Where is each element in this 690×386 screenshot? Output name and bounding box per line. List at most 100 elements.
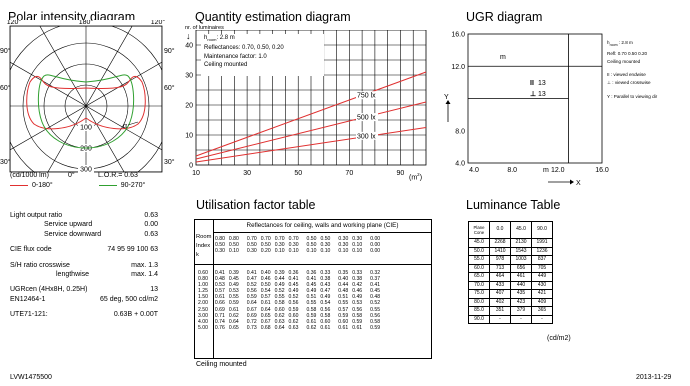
- uf-cell: 0.45: [228, 276, 239, 283]
- spec-sh-length-label: lengthwise: [56, 271, 90, 279]
- uf-cell: 0.46: [352, 288, 363, 295]
- uf-cell: 0.63: [274, 318, 285, 325]
- ugr-legend-endwise: II : viewed endwise: [607, 72, 646, 78]
- polar-unit: (cd/1000 lm): [10, 172, 49, 179]
- q-series-line-0: [195, 71, 427, 157]
- uf-cell: 0.48: [214, 276, 225, 283]
- uf-body: 0.60 0.41 0.39 0.41 0.40 0.39 0.36 0.36 0.33 0.35…: [196, 270, 382, 331]
- alpha-marker: α: [123, 123, 127, 130]
- uf-refl-cell: 0.30: [338, 236, 349, 242]
- q-mf: Maintenance factor: 1.0: [204, 53, 267, 60]
- uf-cell: 0.61: [306, 318, 317, 325]
- uf-cell: 0.58: [320, 312, 331, 319]
- lum-cell: -: [489, 314, 511, 324]
- uf-cell: 0.44: [274, 276, 285, 283]
- q-ytick-30: 30: [185, 73, 193, 80]
- q-series-label-0: 750 lx: [357, 93, 376, 100]
- lum-row: 45.0 2268 2130 1991: [468, 238, 553, 248]
- uf-cell: 0.61: [320, 324, 331, 331]
- uf-cell: 0.60: [288, 312, 299, 319]
- uf-cell: 0.41: [246, 270, 257, 276]
- uf-cell: 0.64: [260, 306, 271, 313]
- uf-refl-cell: 0.50: [215, 242, 225, 249]
- polar-legend: 0-180° 90-270°: [10, 182, 145, 189]
- uf-refl-cell: 0.30: [288, 242, 299, 249]
- uf-cell: 0.32: [370, 270, 381, 276]
- uf-cell: 0.40: [338, 276, 349, 283]
- uf-refl-cell: 0.10: [320, 248, 331, 255]
- angle-top-mid: 180°: [79, 20, 94, 26]
- lum-cell: 978: [489, 255, 511, 265]
- q-series-line-1: [195, 101, 427, 160]
- uf-refl-cell: 0.00: [370, 242, 381, 249]
- ugr-refl: Refl: 0.70 0.50 0.20: [607, 50, 648, 56]
- q-series-label-1: 500 lx: [357, 115, 376, 122]
- uf-refl-cell: 0.20: [260, 248, 271, 255]
- lum-row: 50.0 1410 1543 1236: [468, 246, 553, 256]
- lum-header-row: Plane Cone 0.0 45.0 90.0: [468, 221, 553, 239]
- lum-row: 85.0 351 379 365: [468, 306, 553, 316]
- uf-cell: 1.50: [198, 294, 208, 301]
- uf-row: 4.00 0.74 0.64 0.72 0.67 0.63 0.62 0.61 0.60 0.60…: [196, 319, 382, 325]
- luminance-title: Luminance Table: [466, 198, 561, 212]
- uf-room-label: Room Index k: [196, 234, 212, 258]
- uf-refl-cell: 0.10: [288, 248, 299, 255]
- spec-en-value: 65 deg, 500 cd/m2: [100, 295, 158, 303]
- luminance-unit: (cd/m2): [547, 335, 571, 342]
- q-mount: Ceiling mounted: [204, 61, 248, 68]
- lum-cell: 430: [531, 280, 553, 290]
- lum-cell: -: [531, 314, 553, 324]
- uf-row: 1.25 0.57 0.53 0.56 0.54 0.52 0.49 0.49 0.47 0.48…: [196, 288, 382, 294]
- uf-cell: 0.36: [288, 270, 299, 276]
- ugr-xtick-0: 4.0: [469, 167, 479, 174]
- ugr-ytick-3: 4.0: [455, 161, 465, 168]
- lum-cell: 423: [510, 297, 532, 307]
- uf-cell: 4.00: [198, 318, 208, 325]
- uf-cell: 0.56: [352, 306, 363, 313]
- spec-block: Light output ratio 0.63 Service upward 0.0…: [10, 211, 158, 320]
- lum-cell: 705: [531, 263, 553, 273]
- uf-cell: 0.57: [260, 294, 271, 301]
- angle-left-30: 30°: [0, 158, 11, 166]
- uf-cell: 0.41: [306, 276, 317, 283]
- ugr-xtick-2: 12.0: [551, 167, 565, 174]
- uf-cell: 0.33: [320, 270, 331, 276]
- angle-left-90: 90°: [0, 47, 11, 55]
- ugr-xtick-3: 16.0: [595, 167, 609, 174]
- uf-header: Reflectances for ceiling, walls and work…: [213, 220, 431, 233]
- lum-cell: 55.0: [468, 255, 490, 265]
- uf-cell: 0.49: [306, 288, 317, 295]
- uf-cell: 0.58: [274, 300, 285, 307]
- ugr-crosswise-icon: ⊥: [530, 90, 536, 98]
- uf-row: 2.50 0.69 0.61 0.67 0.64 0.60 0.59 0.58 0.56 0.57…: [196, 307, 382, 313]
- lum-cell: 1410: [489, 246, 511, 256]
- uf-footer: Ceiling mounted: [196, 361, 247, 368]
- spec-lor-label: Light output ratio: [10, 212, 63, 219]
- legend-0-180: 0-180°: [32, 182, 53, 189]
- ring-label-bg: [78, 165, 94, 173]
- uf-row: 5.00 0.76 0.65 0.73 0.68 0.64 0.63 0.62 0.61 0.61…: [196, 325, 382, 331]
- uf-cell: 0.39: [228, 270, 239, 276]
- uf-refl-cell: 0.10: [306, 248, 317, 255]
- lum-cell: 435: [510, 289, 532, 299]
- uf-cell: 0.59: [228, 300, 239, 307]
- uf-cell: 0.49: [228, 282, 239, 289]
- lum-row: 60.0 713 656 705: [468, 263, 553, 273]
- uf-cell: 0.43: [320, 282, 331, 289]
- spec-ugr-value: 13: [150, 286, 158, 294]
- uf-cell: 0.64: [274, 324, 285, 331]
- uf-cell: 0.53: [214, 282, 225, 289]
- lum-cell: 1991: [531, 238, 553, 248]
- uf-cell: 0.51: [306, 294, 317, 301]
- uf-cell: 0.49: [274, 282, 285, 289]
- lum-cell: 440: [510, 280, 532, 290]
- uf-cell: 0.59: [352, 318, 363, 325]
- curve-90-270: [37, 74, 135, 149]
- uf-cell: 0.61: [338, 324, 349, 331]
- q-xtick-10: 10: [192, 170, 200, 177]
- spec-lor-value: 0.63: [144, 212, 158, 219]
- uf-cell: 0.74: [214, 318, 225, 325]
- spec-en-label: EN12464-1: [10, 295, 46, 303]
- uf-cell: 0.59: [306, 312, 317, 319]
- ugr-endwise-icon: II: [530, 80, 534, 87]
